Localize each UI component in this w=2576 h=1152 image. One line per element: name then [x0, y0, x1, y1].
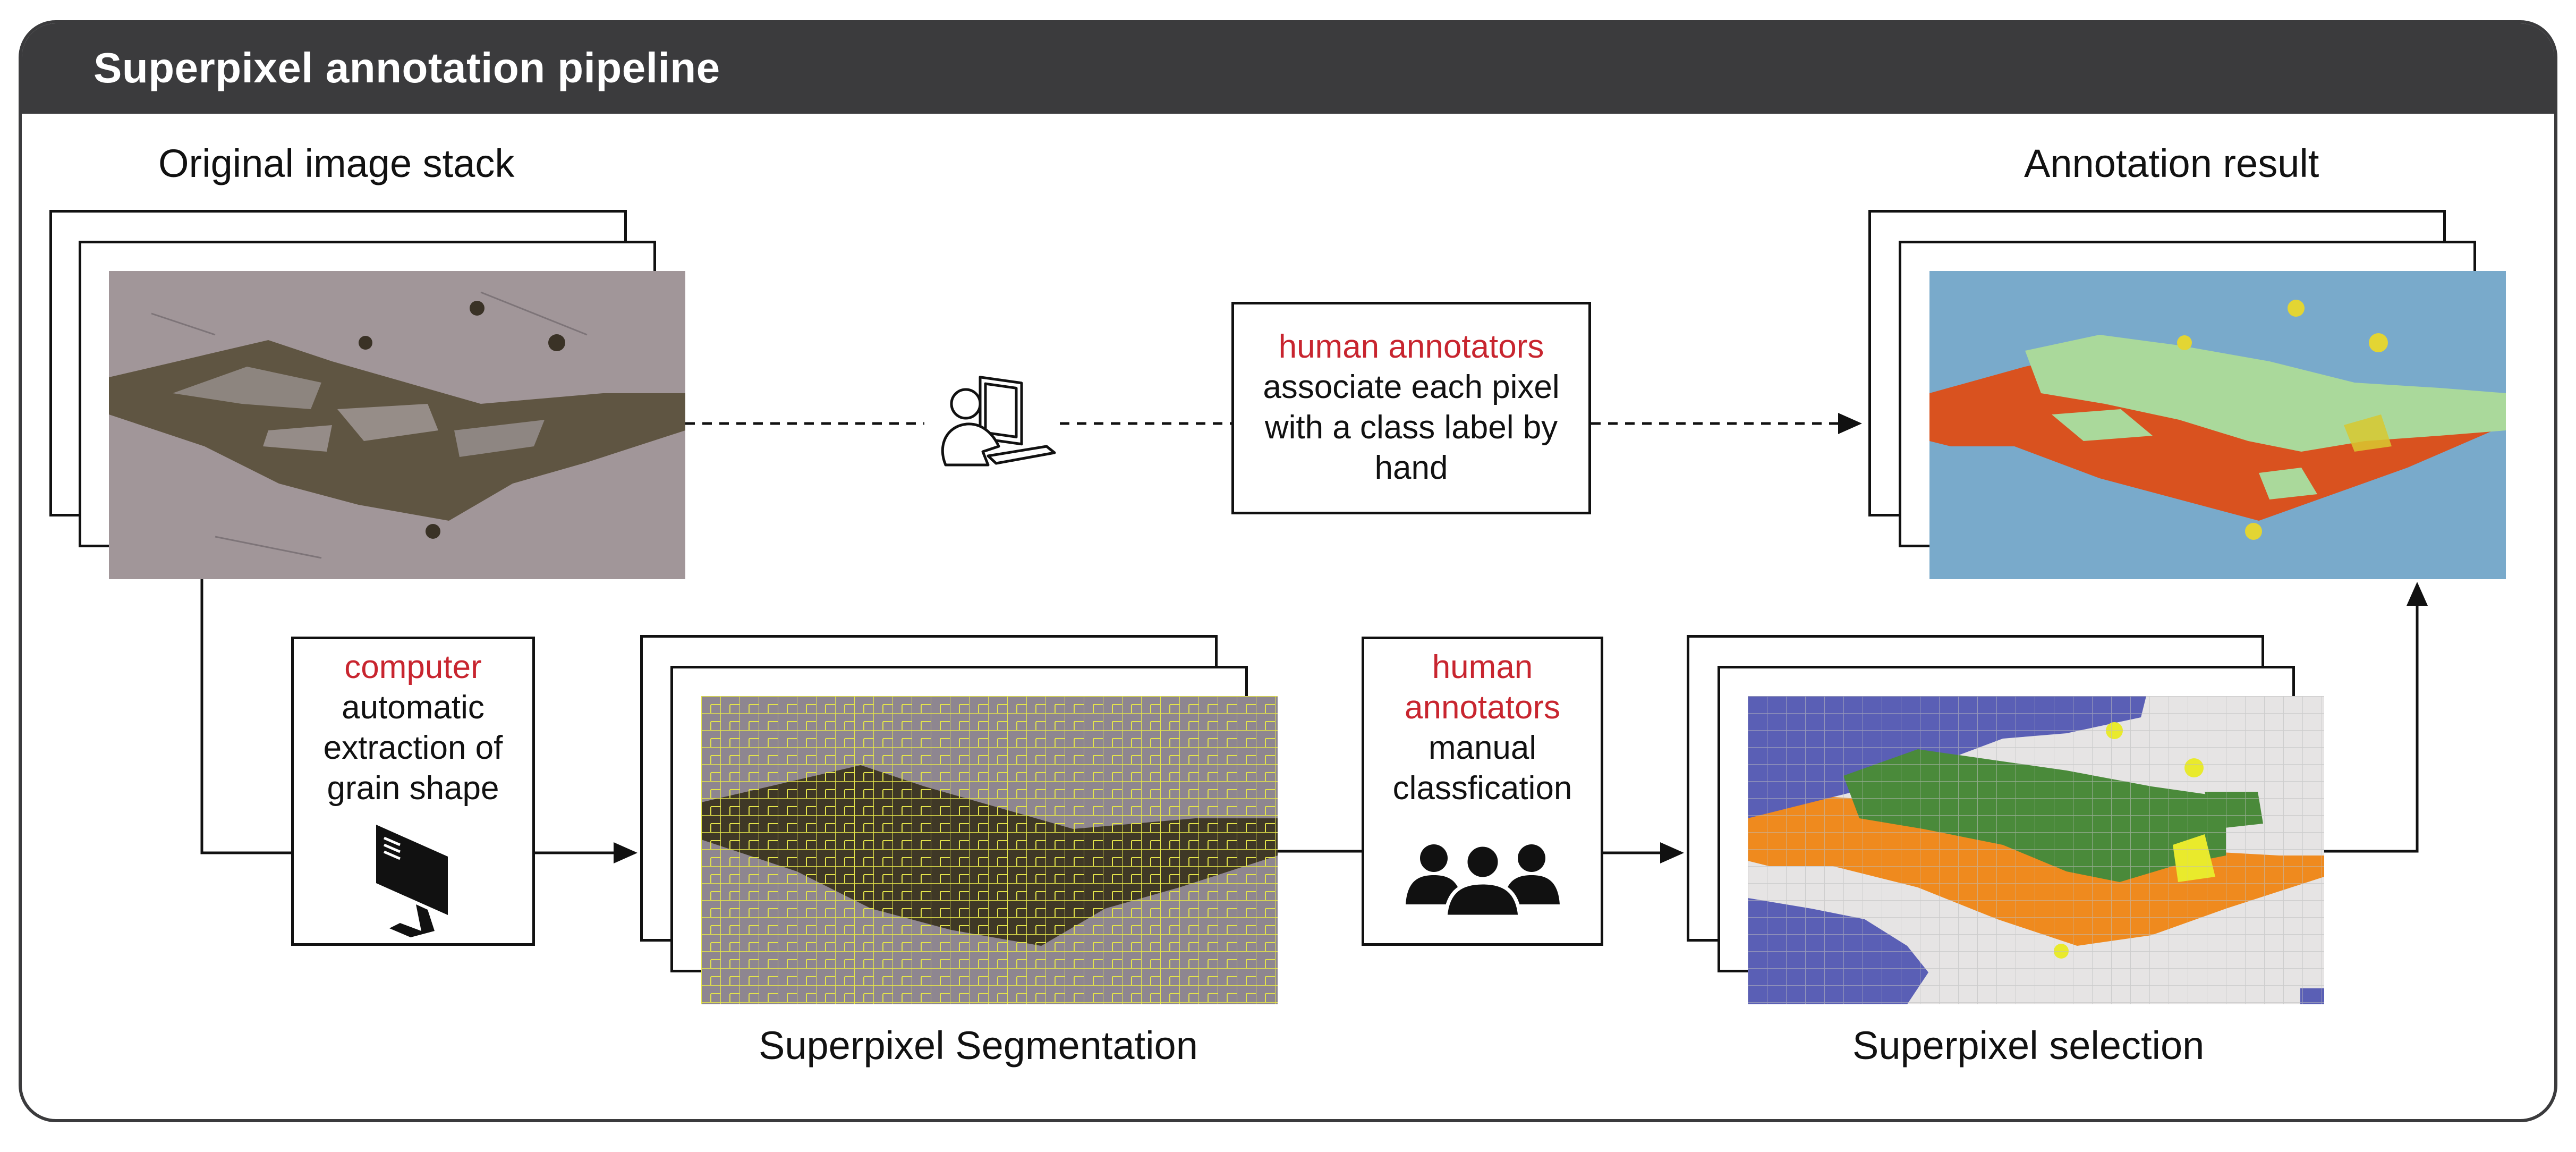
superpixel-selection-image [1748, 696, 2324, 1004]
box-manual-line-1: manual [1428, 730, 1537, 766]
line-original-to-computer [200, 579, 291, 854]
box-manual-actor-line-2: annotators [1405, 689, 1560, 726]
box-human-annotators-manual: human annotators manual classfication [1362, 637, 1603, 946]
box-computer-actor: computer [344, 649, 482, 685]
caption-annotation-result: Annotation result [2024, 141, 2319, 185]
annotation-result-image [1929, 271, 2506, 579]
box-manual-line-2: classfication [1392, 770, 1572, 807]
box-computer-line-2: extraction of [323, 730, 503, 766]
box-human-hand-line-2: with a class label by [1264, 409, 1558, 446]
box-human-hand-line-1: associate each pixel [1263, 369, 1560, 405]
box-human-hand-actor: human annotators [1278, 328, 1544, 365]
box-human-annotators-by-hand: human annotators associate each pixel wi… [1231, 302, 1591, 514]
original-micrograph-image [109, 271, 685, 579]
arrow-selection-to-result [2324, 582, 2428, 853]
superpixel-segmentation-image [701, 696, 1278, 1004]
box-computer-extraction: computer automatic extraction of grain s… [291, 637, 535, 946]
caption-original-image-stack: Original image stack [158, 141, 515, 185]
box-computer-line-1: automatic [342, 689, 484, 726]
box-manual-actor-line-1: human [1432, 649, 1533, 685]
caption-superpixel-selection: Superpixel selection [1852, 1023, 2205, 1068]
monitor-icon [368, 819, 458, 939]
panel-header: Superpixel annotation pipeline [22, 23, 2554, 114]
box-computer-line-3: grain shape [327, 770, 499, 807]
caption-superpixel-segmentation: Superpixel Segmentation [759, 1023, 1198, 1068]
person-at-computer-icon [924, 367, 1060, 478]
group-of-people-icon [1403, 838, 1562, 919]
panel-title: Superpixel annotation pipeline [93, 44, 720, 91]
box-human-hand-line-3: hand [1374, 450, 1448, 486]
